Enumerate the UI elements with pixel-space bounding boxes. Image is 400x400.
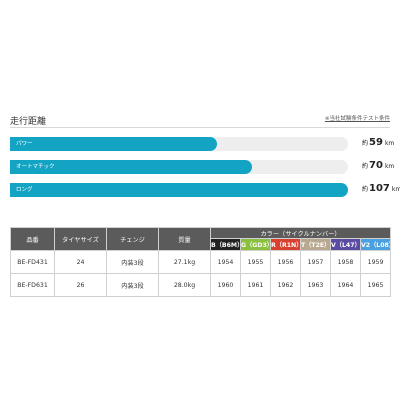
color-header-v2: V2（L08） <box>359 238 392 251</box>
header-tire-size: タイヤサイズ <box>54 227 107 251</box>
cell-gear: 内装3段 <box>106 250 159 274</box>
header-gear: チェンジ <box>106 227 159 251</box>
range-number: 70 <box>369 160 383 171</box>
table-row: BE-FD631 26 内装3段 28.0kg 1960 1961 1962 1… <box>10 273 392 297</box>
range-bar-long: ロング 約 107 km <box>10 183 400 197</box>
cell-cycle-number: 1964 <box>330 273 361 297</box>
header-model: 品番 <box>10 227 55 251</box>
range-prefix: 約 <box>362 163 369 170</box>
cell-cycle-number: 1962 <box>270 273 301 297</box>
cell-tire: 24 <box>54 250 107 274</box>
range-prefix: 約 <box>362 140 369 147</box>
cell-weight: 27.1kg <box>158 250 211 274</box>
table-row: BE-FD431 24 内装3段 27.1kg 1954 1955 1956 1… <box>10 250 392 274</box>
range-section-title: 走行距離 <box>10 117 47 127</box>
cell-cycle-number: 1959 <box>359 250 392 274</box>
range-unit: km <box>384 140 395 147</box>
cell-cycle-number: 1956 <box>270 250 301 274</box>
color-header-r: R（R1N） <box>270 238 301 251</box>
section-divider <box>10 127 390 128</box>
range-bar-label: ロング <box>16 187 33 193</box>
header-color-group: カラー（サイクルナンバー） <box>209 227 392 239</box>
range-number: 59 <box>369 137 383 148</box>
range-prefix: 約 <box>362 186 369 193</box>
range-number: 107 <box>369 183 390 194</box>
range-bar-track: オートマチック <box>10 160 348 174</box>
range-unit: km <box>391 186 400 193</box>
range-bar-power: パワー 約 59 km <box>10 137 394 151</box>
color-header-g: G（GD3） <box>240 238 271 251</box>
cell-cycle-number: 1954 <box>210 250 241 274</box>
cell-cycle-number: 1960 <box>210 273 241 297</box>
header-weight: 質量 <box>158 227 211 251</box>
range-bar-fill <box>10 160 252 174</box>
range-bar-value: 約 107 km <box>362 183 400 197</box>
cell-model: BE-FD631 <box>10 273 55 297</box>
color-header-b: B（B6M） <box>210 238 241 251</box>
range-unit: km <box>384 163 395 170</box>
test-conditions-note-link[interactable]: ※当社試験条件テスト条件 <box>324 116 390 122</box>
cell-cycle-number: 1965 <box>359 273 392 297</box>
range-bar-value: 約 70 km <box>362 160 394 174</box>
range-bar-fill <box>10 183 348 197</box>
spec-table: 品番 タイヤサイズ チェンジ 質量 カラー（サイクルナンバー） B（B6M） G… <box>10 227 392 297</box>
range-bar-track: パワー <box>10 137 348 151</box>
color-header-v: V（L47） <box>330 238 361 251</box>
color-header-t: T（T2E） <box>300 238 331 251</box>
range-bar-fill <box>10 137 217 151</box>
range-bar-auto: オートマチック 約 70 km <box>10 160 394 174</box>
cell-cycle-number: 1955 <box>240 250 271 274</box>
range-bar-label: パワー <box>16 141 33 147</box>
range-bar-label: オートマチック <box>16 164 55 170</box>
cell-tire: 26 <box>54 273 107 297</box>
cell-gear: 内装3段 <box>106 273 159 297</box>
range-bar-value: 約 59 km <box>362 137 394 151</box>
cell-model: BE-FD431 <box>10 250 55 274</box>
cell-cycle-number: 1963 <box>300 273 331 297</box>
cell-cycle-number: 1961 <box>240 273 271 297</box>
range-bar-track: ロング <box>10 183 348 197</box>
cell-cycle-number: 1958 <box>330 250 361 274</box>
cell-weight: 28.0kg <box>158 273 211 297</box>
cell-cycle-number: 1957 <box>300 250 331 274</box>
